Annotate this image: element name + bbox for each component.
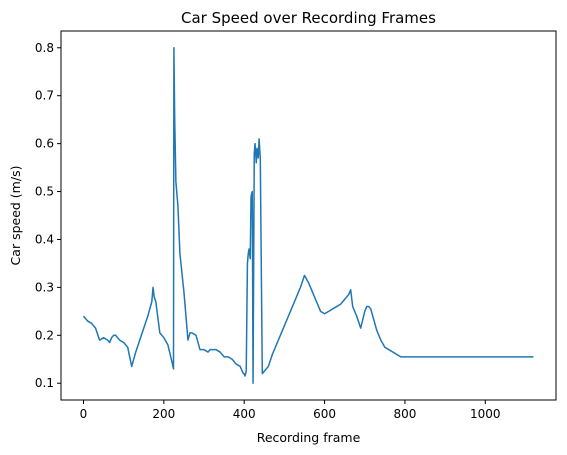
y-tick-label: 0.3 — [35, 280, 54, 294]
y-axis-label: Car speed (m/s) — [8, 166, 23, 266]
chart-title: Car Speed over Recording Frames — [181, 9, 436, 27]
x-tick-label: 200 — [152, 407, 175, 421]
y-tick-label: 0.1 — [35, 376, 54, 390]
plot-frame — [60, 30, 557, 401]
y-tick-label: 0.6 — [35, 137, 54, 151]
x-tick-label: 1000 — [470, 407, 501, 421]
y-axis-ticks: 0.1 0.2 0.3 0.4 0.5 0.6 0.7 0.8 — [35, 41, 61, 390]
x-tick-label: 400 — [233, 407, 256, 421]
x-axis-label: Recording frame — [257, 430, 361, 445]
y-tick-label: 0.8 — [35, 41, 54, 55]
series-line-0 — [82, 47, 534, 384]
x-tick-label: 800 — [393, 407, 416, 421]
x-tick-label: 0 — [80, 407, 88, 421]
chart-marks — [82, 47, 534, 384]
y-tick-label: 0.5 — [35, 185, 54, 199]
x-axis-ticks: 0 200 400 600 800 1000 — [80, 400, 501, 421]
y-tick-label: 0.4 — [35, 232, 54, 246]
x-tick-label: 600 — [313, 407, 336, 421]
y-tick-label: 0.2 — [35, 328, 54, 342]
y-tick-label: 0.7 — [35, 89, 54, 103]
plot-area — [61, 31, 556, 400]
